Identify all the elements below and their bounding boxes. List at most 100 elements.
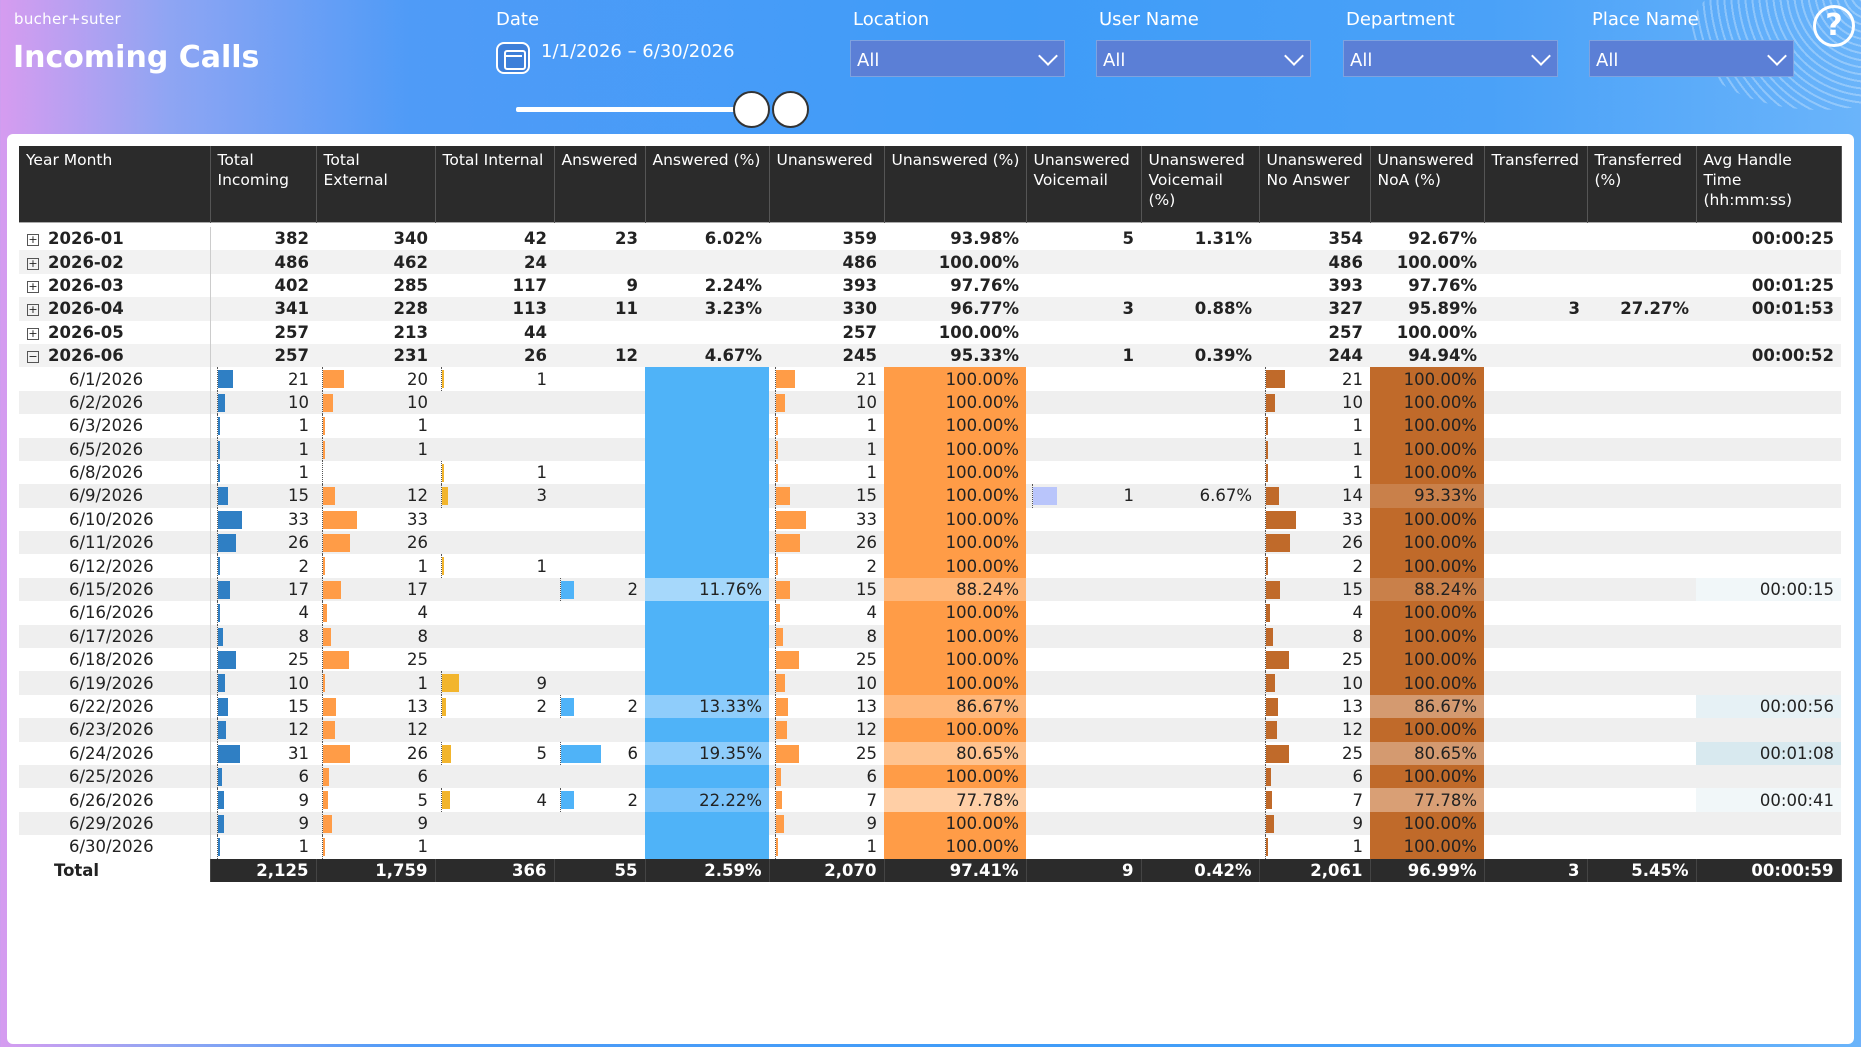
cell-answered — [554, 367, 645, 391]
column-header[interactable]: Year Month — [19, 146, 211, 222]
username-dropdown[interactable]: All — [1096, 40, 1311, 77]
chevron-down-icon — [1767, 46, 1787, 66]
row-label: 6/15/2026 — [69, 580, 154, 600]
cell-value: 1 — [298, 439, 310, 459]
cell-value: 20 — [407, 369, 428, 389]
department-filter-label: Department — [1346, 9, 1455, 30]
data-bar — [561, 580, 575, 599]
cell-value: 100.00% — [945, 813, 1019, 833]
date-range-slider-track[interactable] — [516, 107, 756, 112]
bar-axis — [775, 367, 776, 391]
bar-axis — [775, 718, 776, 742]
department-selected-value: All — [1350, 50, 1373, 71]
expand-icon[interactable]: + — [27, 233, 39, 247]
date-slider-end-handle[interactable] — [772, 91, 809, 128]
column-header[interactable]: Unanswered No Answer — [1259, 146, 1371, 222]
cell-unanswered-noa: 100.00% — [1370, 648, 1484, 672]
date-cell: 6/2/2026 — [19, 390, 211, 415]
placename-dropdown[interactable]: All — [1589, 40, 1794, 77]
month-row[interactable]: +2026-02 486 462 24 486 100.00% 486 100.00% — [19, 250, 1841, 274]
cell-value: 25 — [1342, 743, 1363, 763]
cell-value: 0.88% — [1194, 299, 1252, 319]
calendar-icon[interactable] — [496, 42, 530, 74]
cell-value: 15 — [288, 486, 309, 506]
bar-axis — [322, 367, 323, 391]
row-label: 6/25/2026 — [69, 767, 154, 787]
cell-unanswered-voicemail — [1141, 718, 1259, 742]
month-row[interactable]: +2026-04 341 228 113 11 3.23% 330 96.77% 3 0.88% 3… — [19, 297, 1841, 321]
cell-unanswered-no-answer: 244 — [1259, 343, 1370, 368]
cell-value: 13 — [1342, 697, 1363, 716]
cell-answered — [554, 624, 645, 649]
month-row[interactable]: +2026-01 382 340 42 23 6.02% 359 93.98% 5 1.31% 35… — [19, 227, 1841, 251]
column-header[interactable]: Unanswered (%) — [884, 146, 1027, 222]
cell-value: 92.67% — [1408, 229, 1477, 249]
cell-total-internal — [435, 764, 554, 789]
month-row[interactable]: +2026-05 257 213 44 257 100.00% 257 100.00% — [19, 320, 1841, 344]
cell-unanswered-voicemail — [1141, 273, 1259, 298]
column-header[interactable]: Transferred (%) — [1587, 146, 1697, 222]
bar-axis — [216, 577, 218, 602]
bar-axis — [775, 390, 776, 415]
data-bar — [561, 744, 601, 763]
cell-total-incoming: 1 — [210, 414, 316, 438]
cell-avg-handle-time-hh-mm-ss — [1696, 437, 1841, 461]
expand-icon[interactable]: + — [27, 256, 39, 270]
expand-icon[interactable]: + — [27, 326, 39, 340]
column-header[interactable]: Total Internal — [435, 146, 555, 222]
cell-transferred — [1484, 835, 1587, 859]
column-header[interactable]: Avg Handle Time (hh:mm:ss) — [1696, 146, 1842, 222]
cell-total-incoming: 341 — [210, 297, 316, 321]
cell-answered — [554, 835, 645, 859]
column-header[interactable]: Answered — [554, 146, 646, 222]
bar-axis — [1265, 390, 1266, 415]
help-icon[interactable]: ? — [1813, 5, 1855, 47]
cell-answered — [554, 484, 645, 508]
cell-value: 00:01:53 — [1751, 299, 1834, 319]
cell-total-incoming: 382 — [210, 227, 316, 251]
collapse-icon[interactable]: − — [27, 350, 39, 364]
cell-value: 6 — [298, 767, 310, 787]
column-header[interactable]: Unanswered NoA (%) — [1370, 146, 1485, 222]
data-bar — [217, 393, 225, 412]
cell-transferred — [1587, 671, 1696, 695]
bar-axis — [322, 811, 323, 836]
month-row[interactable]: −2026-06 257 231 26 12 4.67% 245 95.33% 1 0.39% 24… — [19, 343, 1841, 368]
expand-icon[interactable]: + — [27, 303, 39, 317]
row-label: 6/12/2026 — [69, 556, 154, 576]
cell-answered: 3.23% — [645, 297, 769, 321]
bar-axis — [560, 741, 561, 765]
cell-unanswered: 6 — [769, 764, 884, 789]
date-slider-start-handle[interactable] — [733, 91, 770, 128]
cell-avg-handle-time-hh-mm-ss — [1696, 414, 1841, 438]
column-header[interactable]: Total External — [316, 146, 436, 222]
cell-unanswered-voicemail — [1026, 437, 1141, 461]
cell-unanswered-voicemail — [1141, 577, 1259, 602]
location-dropdown[interactable]: All — [850, 40, 1065, 77]
column-header[interactable]: Transferred — [1484, 146, 1588, 222]
cell-value: 4 — [298, 603, 310, 623]
bar-axis — [322, 764, 323, 789]
cell-unanswered: 88.24% — [884, 577, 1026, 602]
column-header[interactable]: Unanswered Voicemail — [1026, 146, 1142, 222]
column-header[interactable]: Total Incoming — [210, 146, 317, 222]
cell-answered: 2 — [554, 788, 645, 812]
cell-value: 22.22% — [699, 790, 762, 810]
cell-value: 100.00% — [1403, 837, 1477, 857]
data-bar — [217, 721, 227, 740]
date-range-value[interactable]: 1/1/2026 – 6/30/2026 — [541, 41, 735, 62]
cell-avg-handle-time-hh-mm-ss — [1696, 250, 1841, 274]
cell-value: 33 — [1342, 509, 1363, 529]
expand-icon[interactable]: + — [27, 279, 39, 293]
column-header[interactable]: Unanswered — [769, 146, 885, 222]
cell-unanswered-voicemail: 1 — [1026, 343, 1141, 368]
column-header[interactable]: Unanswered Voicemail (%) — [1141, 146, 1260, 222]
month-row[interactable]: +2026-03 402 285 117 9 2.24% 393 97.76% 393 97.76… — [19, 273, 1841, 298]
column-header[interactable]: Answered (%) — [645, 146, 770, 222]
cell-value: 8 — [866, 626, 878, 646]
date-cell: 6/3/2026 — [19, 414, 211, 438]
cell-value: 26 — [1342, 533, 1363, 553]
cell-unanswered-no-answer: 354 — [1259, 227, 1370, 251]
department-dropdown[interactable]: All — [1343, 40, 1558, 77]
cell-value: 33 — [856, 509, 877, 529]
